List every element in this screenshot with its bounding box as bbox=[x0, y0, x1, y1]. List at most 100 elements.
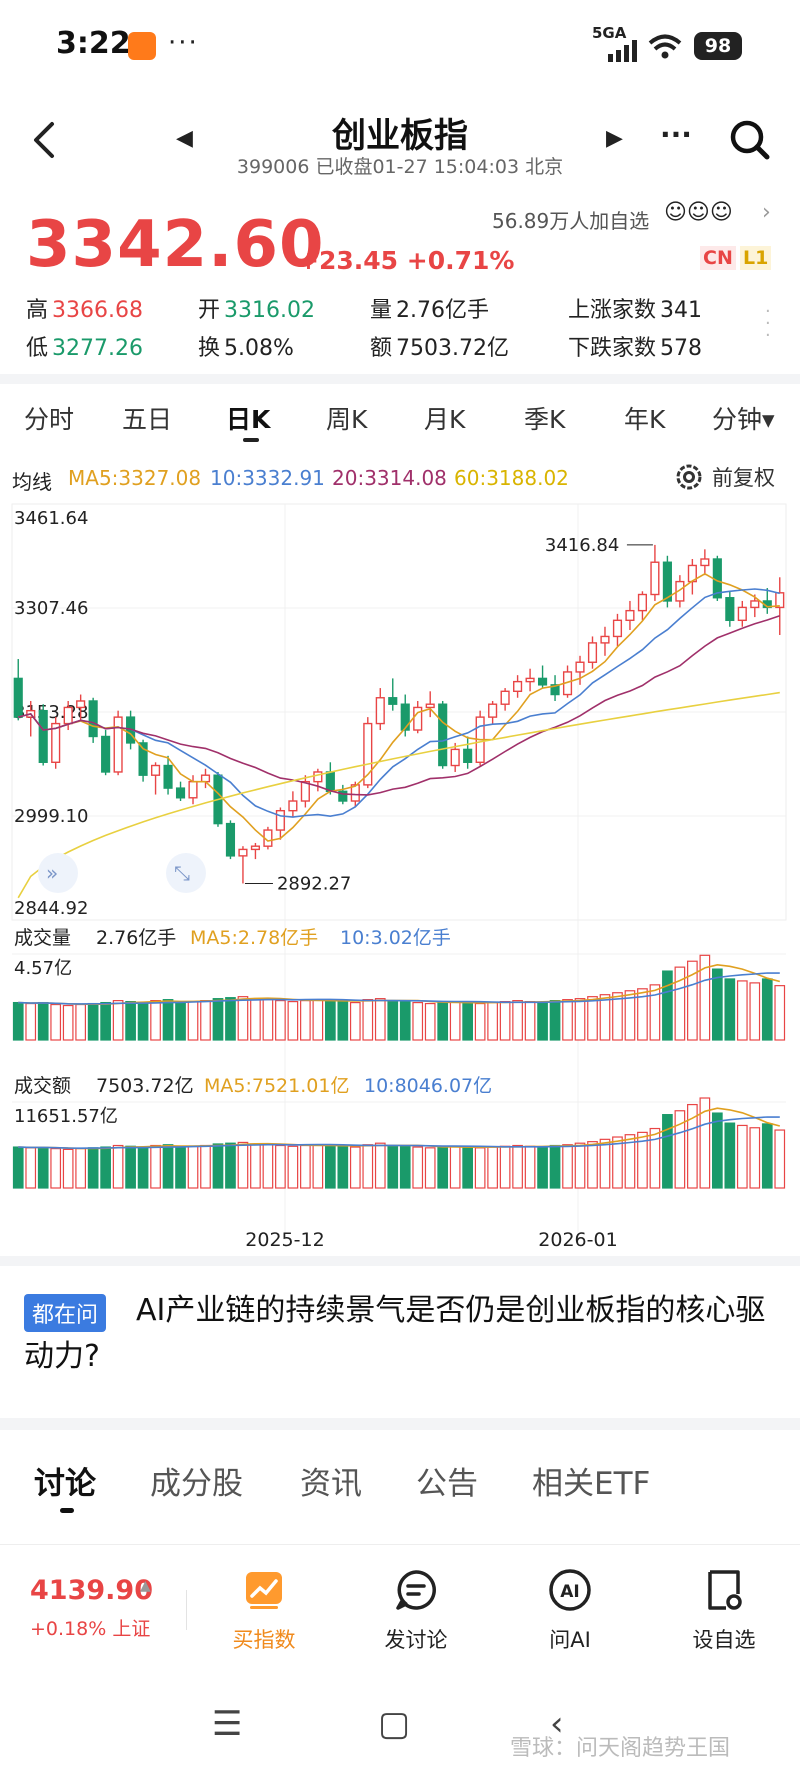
candle-body bbox=[51, 722, 61, 763]
adjust-settings-icon[interactable] bbox=[674, 462, 704, 492]
x-tick-label: 2025-12 bbox=[245, 1229, 324, 1251]
tab-daily-k[interactable]: 日K bbox=[226, 405, 271, 434]
candle-body bbox=[188, 780, 198, 799]
candle-body bbox=[500, 690, 510, 705]
candle-body bbox=[338, 790, 348, 802]
volume-bar bbox=[374, 998, 386, 1041]
volume-bar bbox=[287, 1000, 299, 1041]
follower-avatars-icon[interactable]: ☺☺☺ bbox=[664, 200, 733, 225]
volume-bar bbox=[12, 1001, 24, 1041]
amount-bar bbox=[624, 1134, 636, 1189]
candle-body bbox=[300, 780, 310, 802]
volume-bar bbox=[212, 998, 224, 1041]
chevron-right-icon[interactable]: › bbox=[762, 200, 771, 225]
candle-body bbox=[288, 800, 298, 812]
tab-constituents[interactable]: 成分股 bbox=[150, 1466, 243, 1502]
candle-body bbox=[325, 771, 335, 793]
volume-bar bbox=[399, 1000, 411, 1041]
adjust-mode[interactable]: 前复权 bbox=[712, 466, 775, 490]
ask-ai-button[interactable]: AI 问AI bbox=[510, 1568, 630, 1654]
expand-left-icon bbox=[38, 853, 78, 893]
amount-bar bbox=[449, 1145, 461, 1189]
followers-count[interactable]: 56.89万人加自选 bbox=[492, 209, 650, 233]
amount-bar bbox=[399, 1145, 411, 1189]
buy-index-button[interactable]: 买指数 bbox=[204, 1568, 324, 1654]
amount-bar bbox=[637, 1131, 648, 1189]
active-tab-indicator bbox=[243, 438, 259, 442]
amount-bar bbox=[87, 1147, 99, 1189]
stat-value: 3316.02 bbox=[224, 298, 315, 323]
tab-5day[interactable]: 五日 bbox=[122, 405, 173, 434]
add-watchlist-button[interactable]: 设自选 bbox=[664, 1568, 784, 1654]
action-label: 发讨论 bbox=[384, 1628, 448, 1652]
amount-bar bbox=[649, 1127, 661, 1189]
post-discussion-button[interactable]: 发讨论 bbox=[356, 1568, 476, 1654]
candle-body bbox=[175, 787, 186, 799]
volume-bar bbox=[162, 999, 174, 1041]
volume-bar bbox=[736, 980, 748, 1041]
quote-status: 399006 已收盘01-27 15:04:03 北京 bbox=[0, 152, 800, 179]
tab-intraday[interactable]: 分时 bbox=[24, 405, 75, 434]
shanghai-index-value[interactable]: 4139.90 bbox=[30, 1575, 153, 1606]
amount-bar bbox=[487, 1146, 498, 1189]
tab-announcements[interactable]: 公告 bbox=[416, 1466, 478, 1502]
candle-body bbox=[225, 822, 236, 857]
menu-icon[interactable]: ☰ bbox=[212, 1704, 243, 1744]
volume-bar bbox=[75, 1003, 87, 1041]
search-icon[interactable] bbox=[728, 118, 772, 162]
more-icon[interactable]: ··· bbox=[660, 118, 692, 151]
amount-bar bbox=[374, 1142, 386, 1189]
tab-yearly-k[interactable]: 年K bbox=[624, 405, 666, 434]
volume-bar bbox=[687, 960, 698, 1041]
tab-news[interactable]: 资讯 bbox=[300, 1466, 362, 1502]
tab-monthly-k[interactable]: 月K bbox=[424, 405, 466, 434]
candle-body bbox=[388, 697, 398, 705]
question-tag: 都在问 bbox=[24, 1294, 107, 1332]
tab-related-etf[interactable]: 相关ETF bbox=[532, 1466, 651, 1502]
amount-bar bbox=[512, 1144, 523, 1189]
volume-bar bbox=[449, 1000, 461, 1041]
volume-bar bbox=[262, 999, 274, 1041]
stat-high: 高 3366.68 bbox=[26, 292, 143, 324]
tab-minute[interactable]: 分钟▾ bbox=[712, 405, 775, 434]
amount-bar bbox=[150, 1144, 161, 1189]
k-line-chart[interactable]: 3461.643307.463153.282999.102844.923416.… bbox=[0, 498, 800, 1258]
amount-bar bbox=[774, 1129, 786, 1189]
volume-bar bbox=[412, 1001, 424, 1041]
amount-bar bbox=[162, 1144, 174, 1189]
candle-body bbox=[150, 764, 161, 776]
amount-bar bbox=[187, 1145, 199, 1189]
ma10-value: 10:3332.91 bbox=[210, 466, 325, 490]
candle-body bbox=[13, 677, 23, 718]
back-icon[interactable] bbox=[24, 118, 64, 162]
home-icon[interactable]: ▢ bbox=[378, 1704, 411, 1744]
watchlist-settings-icon bbox=[708, 1570, 742, 1610]
tab-weekly-k[interactable]: 周K bbox=[326, 405, 368, 434]
trend-up-icon bbox=[246, 1572, 282, 1609]
tab-discussion[interactable]: 讨论 bbox=[34, 1466, 96, 1502]
volume-bar bbox=[337, 1000, 349, 1041]
ma10-line bbox=[18, 588, 780, 818]
market-status: 已收盘01-27 15:04:03 北京 bbox=[315, 156, 564, 178]
amount-bar bbox=[324, 1144, 336, 1189]
question-text[interactable]: AI产业链的持续景气是否仍是创业板指的核心驱动力? bbox=[24, 1293, 766, 1374]
back-nav-icon[interactable]: ‹ bbox=[550, 1704, 564, 1744]
candle-body bbox=[700, 558, 710, 567]
amount-bar bbox=[25, 1147, 37, 1189]
candle-body bbox=[425, 703, 435, 709]
tab-quarterly-k[interactable]: 季K bbox=[524, 405, 566, 434]
network-label: 5GA bbox=[592, 24, 627, 42]
stat-label: 低 bbox=[26, 336, 49, 361]
volume-bar bbox=[200, 1000, 211, 1041]
amount-bar bbox=[262, 1144, 274, 1189]
ma-label: 均线 bbox=[12, 470, 52, 494]
action-label: 问AI bbox=[549, 1628, 591, 1652]
candle-body bbox=[163, 764, 173, 789]
amount-bar bbox=[587, 1141, 598, 1189]
next-index-icon[interactable]: ▶ bbox=[606, 126, 623, 151]
prev-index-icon[interactable]: ◀ bbox=[176, 126, 193, 151]
expand-stats-icon[interactable]: · · · bbox=[765, 301, 771, 346]
volume-bar bbox=[662, 970, 673, 1041]
stat-label: 开 bbox=[198, 298, 221, 323]
volume-bar bbox=[275, 1000, 286, 1041]
